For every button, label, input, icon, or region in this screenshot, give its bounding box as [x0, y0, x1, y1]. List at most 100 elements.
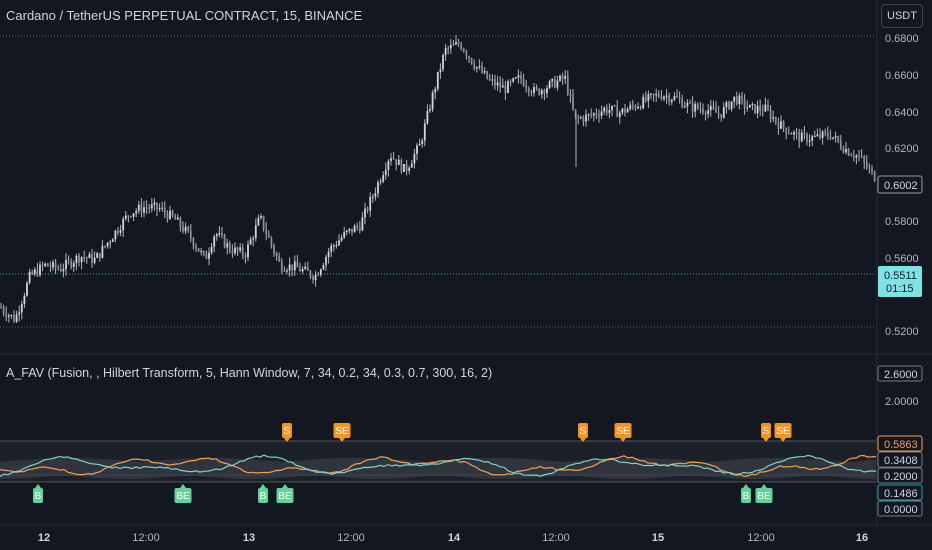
candle-body	[312, 276, 314, 281]
candle-body	[200, 251, 203, 253]
candle-body	[798, 132, 801, 142]
sell-signal-text: SE	[776, 426, 790, 437]
sell-signal-pointer	[580, 438, 586, 442]
candle-body	[564, 75, 567, 79]
candle-body	[98, 253, 101, 258]
indicator-title: A_FAV (Fusion, , Hilbert Transform, 5, H…	[6, 366, 493, 380]
sell-signal-box	[333, 423, 351, 438]
candle-body	[228, 243, 231, 252]
candle-body	[473, 63, 476, 69]
candle-body	[278, 256, 281, 262]
candle-body	[691, 102, 694, 112]
candle-body	[236, 247, 239, 251]
candle-body	[644, 96, 647, 101]
candle-body	[559, 75, 561, 81]
candle-body	[387, 160, 390, 170]
candle-body	[780, 121, 782, 129]
sell-signal-text: S	[284, 426, 291, 437]
indicator-tick: 2.6000	[884, 369, 918, 381]
candle-body	[88, 254, 91, 259]
buy-signal-text: B	[35, 491, 42, 502]
indicator-teal-line	[0, 454, 877, 477]
candle-body	[176, 217, 179, 220]
candle-body	[0, 306, 2, 308]
candle-body	[803, 132, 806, 134]
candle-body	[793, 132, 795, 135]
candle-body	[819, 134, 821, 138]
candle-body	[286, 270, 288, 272]
candle-body	[317, 274, 320, 276]
candle-body	[28, 271, 31, 283]
candle-body	[465, 51, 468, 57]
candle-body	[132, 213, 135, 217]
candle-body	[470, 58, 473, 64]
candle-body	[335, 245, 338, 247]
candle-body	[782, 121, 785, 128]
candle-body	[202, 251, 205, 254]
candle-body	[460, 44, 463, 49]
sell-signal-pointer	[284, 438, 290, 442]
candle-body	[735, 96, 738, 105]
candle-body	[119, 230, 122, 233]
sell-signal-box	[282, 423, 292, 438]
candle-body	[23, 295, 26, 305]
candle-body	[221, 233, 223, 236]
price-tick: 0.6200	[885, 143, 919, 155]
candle-body	[475, 66, 478, 69]
candle-body	[91, 254, 93, 263]
candle-body	[481, 66, 483, 73]
candle-body	[764, 104, 767, 112]
candle-body	[611, 105, 613, 111]
candle-body	[143, 207, 145, 213]
last-price-label: 0.5511	[884, 270, 917, 282]
sell-signal-box	[761, 423, 771, 438]
sell-signal-text: S	[580, 426, 587, 437]
indicator-value-label: 0.2000	[884, 471, 918, 483]
currency-button[interactable]: USDT	[881, 4, 923, 28]
candle-body	[5, 312, 8, 317]
candle-body	[46, 263, 49, 267]
candle-body	[517, 75, 520, 78]
candle-body	[182, 226, 184, 232]
candle-body	[338, 240, 340, 246]
candle-body	[540, 90, 543, 95]
candle-body	[754, 103, 756, 114]
sell-signals: S SE S SE S SE	[282, 423, 792, 442]
candle-body	[850, 155, 853, 157]
candle-body	[501, 85, 504, 88]
candle-body	[150, 204, 153, 209]
time-label: 16	[856, 532, 868, 544]
candle-body	[410, 163, 413, 168]
candle-body	[265, 229, 268, 235]
candle-body	[696, 104, 699, 109]
candle-body	[10, 314, 13, 316]
sell-signal-text: S	[763, 426, 770, 437]
candle-body	[639, 106, 642, 109]
price-axis: 0.6800 0.6600 0.6400 0.6200 0.5800 0.560…	[877, 33, 923, 338]
candle-body	[418, 143, 421, 146]
candle-body	[738, 95, 741, 105]
candle-body	[31, 271, 34, 274]
candle-body	[496, 82, 499, 86]
candle-body	[262, 216, 265, 230]
candle-body	[439, 69, 442, 72]
candle-body	[234, 247, 236, 254]
candle-body	[85, 257, 88, 259]
sell-signal-text: SE	[616, 426, 630, 437]
candle-body	[392, 158, 395, 160]
candle-body	[761, 110, 764, 112]
candle-body	[384, 169, 387, 176]
buy-signal-box	[33, 488, 43, 503]
candle-body	[416, 145, 418, 154]
candle-body	[712, 106, 715, 109]
candle-body	[7, 315, 10, 317]
candle-body	[49, 266, 52, 268]
candle-body	[699, 108, 702, 110]
candle-body	[837, 136, 840, 142]
candle-body	[553, 78, 556, 88]
candle-body	[52, 262, 54, 268]
candle-body	[860, 156, 863, 158]
candle-body	[80, 257, 83, 263]
candle-body	[325, 257, 327, 266]
